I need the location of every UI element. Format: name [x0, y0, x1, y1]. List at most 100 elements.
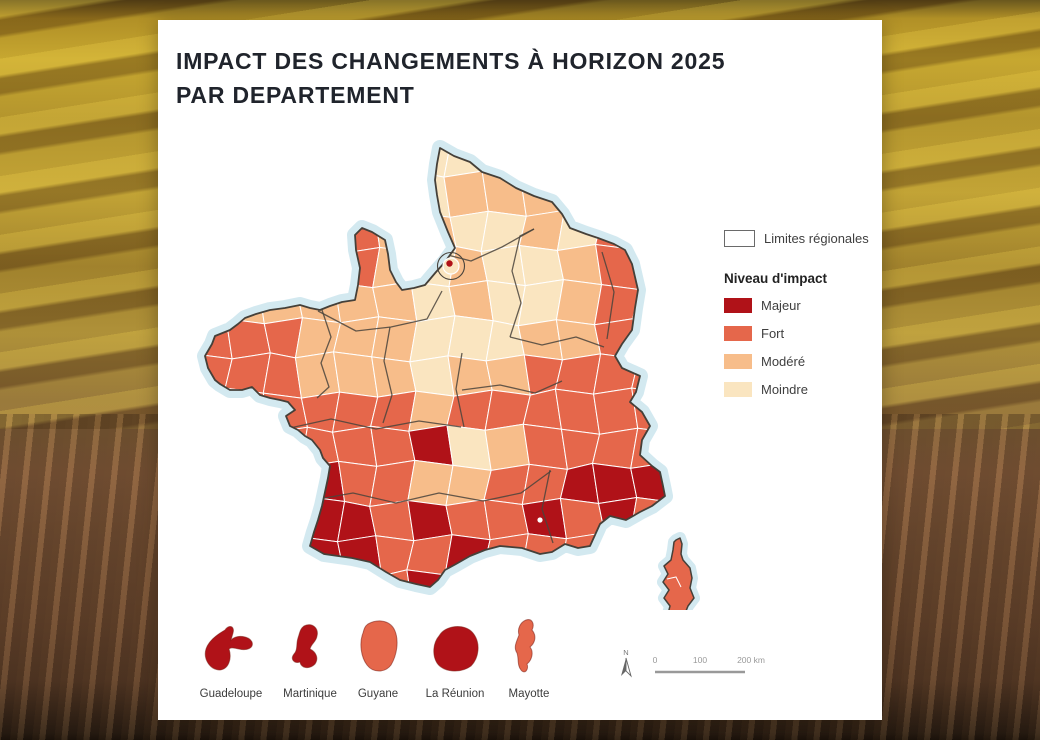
la-reunion-label: La Réunion: [426, 688, 485, 700]
department-cell: [667, 140, 710, 179]
department-cell: [673, 174, 710, 214]
department-cell: [205, 148, 229, 181]
department-cell: [485, 354, 531, 396]
department-cell: [556, 243, 603, 286]
corsica: [662, 537, 695, 610]
department-cell: [634, 148, 665, 181]
corsica-department-border: [666, 576, 682, 588]
department-cell: [597, 532, 637, 579]
department-cell: [520, 573, 566, 587]
department-cell: [259, 148, 305, 180]
department-cell: [483, 463, 530, 506]
department-cell: [672, 208, 710, 248]
department-cell: [406, 534, 453, 576]
guadeloupe-island: [204, 625, 253, 671]
majeur-swatch: [724, 298, 752, 313]
department-cell: [261, 461, 307, 504]
legend-item-modere: Modéré: [724, 354, 874, 369]
department-cell: [370, 425, 416, 467]
legend-limites-row: Limites régionales: [724, 230, 874, 247]
department-cell: [260, 536, 306, 578]
department-cell: [205, 243, 234, 291]
page-title: IMPACT DES CHANGEMENTS À HORIZON 2025 PA…: [176, 44, 836, 112]
department-cell: [554, 353, 602, 395]
department-cell: [259, 571, 306, 587]
department-cell: [669, 462, 710, 502]
france-outline: [204, 147, 666, 588]
modere-label: Modéré: [761, 354, 806, 369]
department-cell: [670, 353, 710, 398]
department-cell: [518, 209, 565, 251]
title-line-2: PAR DEPARTEMENT: [176, 82, 415, 108]
department-cell: [221, 571, 268, 587]
department-cell: [592, 427, 639, 469]
department-cell: [446, 389, 493, 431]
north-arrow-icon: [621, 658, 626, 676]
department-cell: [297, 148, 344, 180]
department-cell: [221, 148, 267, 181]
department-cell: [369, 500, 415, 542]
department-cell: [297, 570, 345, 587]
department-cell: [407, 500, 453, 542]
department-cell: [671, 284, 710, 324]
department-cell: [555, 279, 603, 326]
department-cell: [447, 355, 493, 397]
martinique-island: [291, 624, 318, 669]
department-cell: [371, 316, 418, 363]
department-cell: [446, 424, 492, 471]
paris-dot: [446, 260, 453, 267]
department-cells: [205, 140, 710, 587]
overseas-territories: Guadeloupe Martinique Guyane La Réunion …: [200, 619, 550, 700]
mayotte-label: Mayotte: [509, 688, 550, 700]
legend-title: Niveau d'impact: [724, 271, 827, 286]
legend-item-majeur: Majeur: [724, 298, 874, 313]
department-cell: [521, 498, 567, 540]
majeur-label: Majeur: [761, 298, 801, 313]
department-cell: [592, 462, 638, 505]
department-cell: [482, 568, 528, 587]
department-cell: [373, 171, 420, 213]
department-cell: [205, 462, 231, 505]
department-cell: [223, 461, 269, 504]
department-cell: [332, 425, 378, 467]
scale-tick-200: 200 km: [737, 655, 765, 665]
department-cell: [374, 148, 420, 179]
moindre-swatch: [724, 382, 752, 397]
department-cell: [226, 242, 266, 291]
north-label: N: [623, 648, 628, 657]
department-cell: [672, 243, 710, 288]
scale-tick-0: 0: [653, 655, 658, 665]
map-card: IMPACT DES CHANGEMENTS À HORIZON 2025 PA…: [158, 20, 882, 720]
department-cell: [634, 173, 665, 215]
department-cell: [336, 570, 383, 587]
department-cell: [205, 532, 230, 579]
department-cell: [596, 174, 642, 216]
department-cell: [554, 388, 601, 435]
moindre-label: Moindre: [761, 382, 808, 397]
department-cell: [484, 423, 530, 471]
department-cell: [258, 207, 304, 249]
la-reunion-island: [433, 626, 479, 672]
region-boundary-symbol: [724, 230, 755, 247]
department-cell: [671, 318, 710, 358]
department-cell: [333, 351, 379, 398]
ile-de-france-ring: [436, 251, 466, 281]
department-cell: [335, 172, 382, 214]
scale-bar: N 0 100 200 km: [621, 648, 765, 678]
department-cell: [205, 427, 232, 469]
regional-borders: [289, 228, 615, 544]
legend-item-fort: Fort: [724, 326, 874, 341]
department-cell: [220, 173, 267, 215]
department-cell: [294, 351, 341, 399]
department-cell: [557, 148, 605, 182]
etang-de-berre-dot: [537, 517, 543, 523]
department-cell: [519, 148, 566, 182]
department-cell: [205, 174, 229, 216]
department-cell: [445, 499, 491, 541]
north-arrow-icon-outline: [625, 657, 632, 678]
france-choropleth-map: [197, 140, 710, 610]
department-cell: [593, 387, 639, 435]
department-cell: [409, 355, 455, 397]
legend-item-moindre: Moindre: [724, 382, 874, 397]
